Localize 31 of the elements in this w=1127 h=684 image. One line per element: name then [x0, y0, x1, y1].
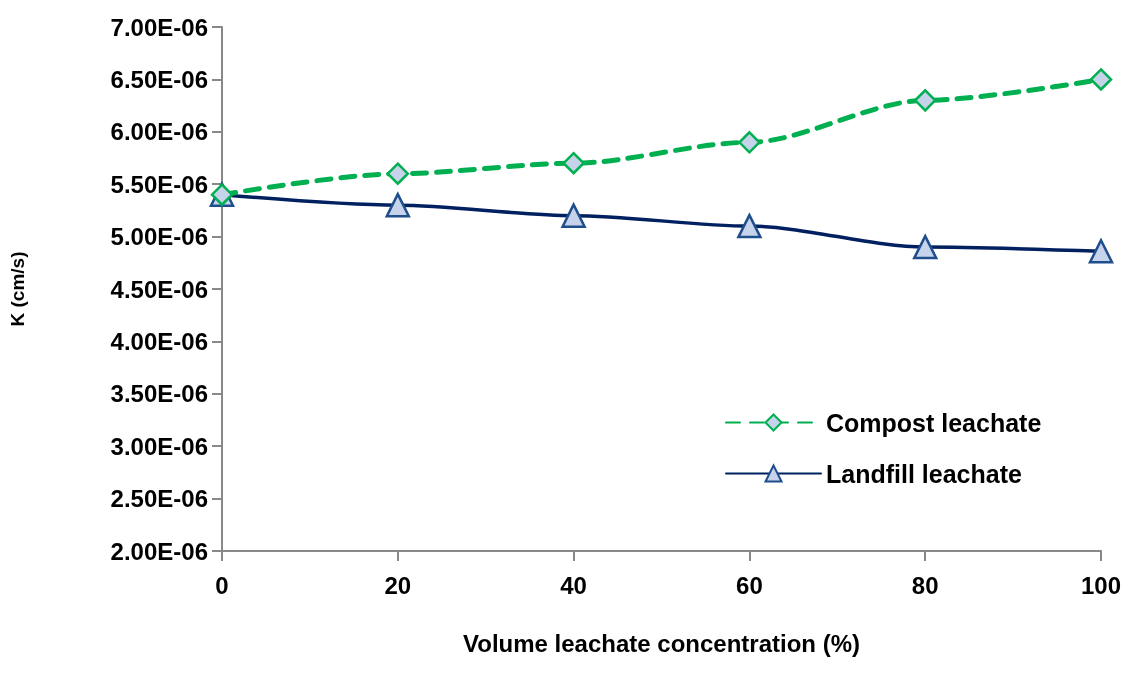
y-tick-label: 6.50E-06	[110, 65, 208, 93]
x-tick-label: 20	[384, 571, 412, 599]
y-tick-label: 2.00E-06	[110, 537, 208, 565]
x-tick-label: 60	[736, 571, 763, 599]
y-tick-label: 2.50E-06	[110, 485, 208, 513]
y-axis-title: K (cm/s)	[7, 251, 28, 327]
y-tick-label: 4.00E-06	[110, 327, 208, 355]
point	[1089, 68, 1113, 91]
point	[912, 234, 938, 260]
point	[385, 192, 411, 218]
x-tick-label: 100	[1080, 571, 1122, 599]
y-tick-label: 5.00E-06	[110, 223, 208, 251]
point	[913, 89, 937, 112]
y-tick-label: 6.00E-06	[110, 118, 208, 146]
y-tick-label: 7.00E-06	[110, 13, 208, 41]
point	[386, 162, 410, 185]
legend-label: Compost leachate	[826, 408, 1042, 437]
y-tick-label: 4.50E-06	[110, 275, 208, 303]
legend-label: Landfill leachate	[826, 459, 1022, 488]
point	[738, 131, 761, 154]
y-tick-label: 3.50E-06	[110, 380, 208, 408]
y-tick-label: 5.50E-06	[110, 170, 208, 198]
point	[1088, 239, 1114, 264]
x-tick-label: 0	[215, 571, 229, 599]
x-tick-label: 40	[560, 571, 587, 599]
y-tick-label: 3.00E-06	[110, 432, 208, 460]
point	[561, 203, 586, 228]
point	[737, 213, 762, 239]
point	[562, 151, 585, 175]
x-tick-label: 80	[911, 571, 939, 599]
x-axis-title: Volume leachate concentration (%)	[463, 629, 860, 657]
